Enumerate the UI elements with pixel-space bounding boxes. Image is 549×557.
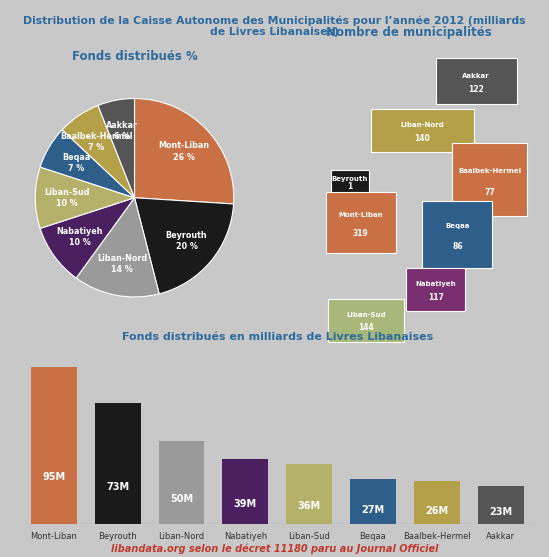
Text: 95M: 95M	[42, 472, 65, 482]
Text: 26M: 26M	[425, 506, 449, 516]
Text: 50M: 50M	[170, 494, 193, 504]
Text: Aakkar: Aakkar	[462, 73, 490, 79]
Text: Beqaa: Beqaa	[360, 532, 386, 541]
Text: 319: 319	[352, 229, 368, 238]
Text: Liban-Sud: Liban-Sud	[346, 312, 386, 318]
Text: Baalbek-Hermel: Baalbek-Hermel	[458, 168, 521, 174]
Text: de Livres Libanaises): de Livres Libanaises)	[210, 27, 339, 37]
Bar	[478, 486, 524, 524]
Text: 117: 117	[428, 293, 444, 302]
Text: 23M: 23M	[489, 507, 512, 517]
Text: Beqaa: Beqaa	[445, 223, 469, 229]
FancyBboxPatch shape	[452, 143, 528, 216]
FancyBboxPatch shape	[328, 299, 404, 341]
Text: 39M: 39M	[234, 499, 257, 509]
FancyBboxPatch shape	[406, 268, 466, 311]
Text: Baalbek-Hermel
7 %: Baalbek-Hermel 7 %	[60, 132, 133, 152]
Title: Nombre de municipalités: Nombre de municipalités	[326, 26, 492, 39]
Wedge shape	[135, 99, 234, 204]
Text: Baalbek-Hermel: Baalbek-Hermel	[403, 532, 470, 541]
Text: Distribution de la Caisse Autonome des Municipalités pour l’année 2012 (milliard: Distribution de la Caisse Autonome des M…	[23, 16, 526, 26]
Text: Nabatiyeh: Nabatiyeh	[416, 281, 456, 287]
Text: Aakkar: Aakkar	[486, 532, 515, 541]
Bar	[159, 441, 204, 524]
Text: Mont-Liban: Mont-Liban	[338, 212, 383, 218]
Text: Mont-Liban: Mont-Liban	[30, 532, 77, 541]
Text: 27M: 27M	[361, 505, 384, 515]
Wedge shape	[35, 167, 135, 228]
Text: 144: 144	[358, 324, 374, 333]
Text: Nabatiyeh: Nabatiyeh	[223, 532, 267, 541]
Bar	[350, 479, 396, 524]
Text: Liban-Sud
10 %: Liban-Sud 10 %	[44, 188, 90, 208]
Text: 77: 77	[484, 188, 495, 197]
Wedge shape	[40, 198, 135, 278]
Title: Fonds distribués %: Fonds distribués %	[71, 50, 198, 63]
Text: Fonds distribués en milliards de Livres Libanaises: Fonds distribués en milliards de Livres …	[122, 332, 433, 342]
FancyBboxPatch shape	[326, 192, 395, 253]
Text: Mont-Liban
26 %: Mont-Liban 26 %	[158, 141, 209, 162]
Bar	[286, 464, 332, 524]
Text: Nabatiyeh
10 %: Nabatiyeh 10 %	[57, 227, 103, 247]
Text: 36M: 36M	[298, 501, 321, 511]
Bar	[414, 481, 460, 524]
Wedge shape	[76, 198, 159, 297]
Text: Beyrouth: Beyrouth	[98, 532, 137, 541]
Text: 140: 140	[414, 134, 430, 143]
FancyBboxPatch shape	[436, 58, 517, 104]
Text: 86: 86	[452, 242, 463, 251]
Bar	[95, 403, 141, 524]
Text: Beyrouth
20 %: Beyrouth 20 %	[166, 231, 208, 251]
Bar	[31, 367, 77, 524]
FancyBboxPatch shape	[423, 201, 492, 268]
Text: Beqaa
7 %: Beqaa 7 %	[62, 153, 91, 173]
Text: Liban-Sud: Liban-Sud	[288, 532, 330, 541]
Text: Liban-Nord: Liban-Nord	[159, 532, 205, 541]
Wedge shape	[98, 99, 135, 198]
Wedge shape	[135, 198, 233, 294]
FancyBboxPatch shape	[371, 109, 474, 152]
Text: Beyrouth: Beyrouth	[332, 177, 368, 183]
Text: libandata.org selon le décret 11180 paru au Journal Officiel: libandata.org selon le décret 11180 paru…	[111, 544, 438, 554]
Bar	[222, 459, 268, 524]
FancyBboxPatch shape	[331, 170, 369, 194]
Text: Aakkar
6 %: Aakkar 6 %	[106, 121, 138, 141]
Text: Liban-Nord
14 %: Liban-Nord 14 %	[97, 254, 147, 274]
Text: Liban-Nord: Liban-Nord	[401, 122, 444, 128]
Text: 1: 1	[347, 182, 352, 191]
Text: 122: 122	[468, 85, 484, 94]
Text: 73M: 73M	[106, 482, 129, 492]
Wedge shape	[40, 130, 135, 198]
Wedge shape	[62, 105, 135, 198]
